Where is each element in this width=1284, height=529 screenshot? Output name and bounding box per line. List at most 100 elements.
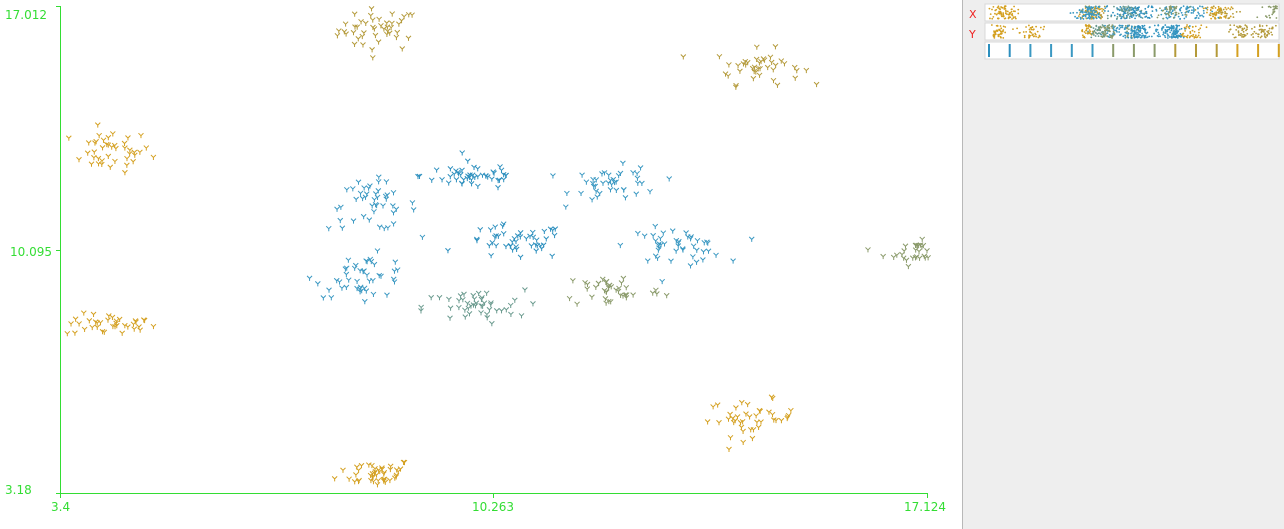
data-point — [493, 242, 499, 249]
data-point — [150, 154, 157, 160]
y-strip-dot — [1191, 26, 1194, 28]
x-strip-dot — [1089, 16, 1092, 19]
y-strip-dot — [1197, 28, 1200, 31]
data-point — [527, 233, 533, 239]
data-point — [500, 171, 507, 178]
y-strip-dot — [1086, 32, 1089, 34]
x-strip-dot — [1192, 7, 1195, 10]
x-strip-dot — [1088, 15, 1091, 18]
data-point — [653, 287, 659, 293]
x-strip-dot — [1183, 17, 1186, 20]
color-bar — [1112, 44, 1115, 57]
x-strip-dot — [1179, 17, 1182, 20]
data-point — [483, 290, 490, 296]
x-strip-dot — [1000, 6, 1002, 8]
data-point — [150, 323, 157, 330]
data-point — [375, 188, 382, 194]
y-strip-dot — [1098, 28, 1101, 31]
data-point — [488, 252, 494, 259]
data-point — [384, 31, 390, 38]
y-strip-dot — [1088, 29, 1091, 31]
y-strip-dot — [1022, 31, 1025, 33]
x-strip-dot — [1069, 12, 1072, 14]
x-strip-dot — [1185, 15, 1188, 18]
data-point — [326, 287, 332, 293]
data-point — [761, 57, 768, 63]
data-point — [603, 300, 609, 306]
y-strip-dot — [1237, 30, 1240, 33]
data-point — [370, 478, 377, 485]
x-strip-dot — [1148, 17, 1151, 20]
data-point — [781, 60, 788, 67]
y-strip-dot — [1000, 27, 1003, 30]
x-strip-dot — [1166, 12, 1169, 15]
y-strip-dot — [1089, 30, 1092, 33]
data-point — [622, 292, 629, 298]
x-strip-dot — [1127, 13, 1129, 15]
x-strip-dot — [1229, 15, 1232, 18]
data-point — [447, 305, 454, 311]
overview-canvas[interactable]: X Y — [963, 0, 1284, 70]
data-point — [493, 233, 499, 239]
y-strip-dot — [1109, 34, 1112, 37]
data-point — [362, 194, 369, 200]
data-point — [880, 253, 887, 260]
y-strip-dot — [1090, 26, 1093, 29]
data-point — [351, 41, 358, 48]
y-strip-dot — [999, 25, 1002, 27]
x-strip-dot — [1194, 17, 1197, 20]
data-point — [119, 330, 126, 336]
x-strip-dot — [1169, 5, 1172, 8]
scatter-plot-canvas[interactable]: 17.012 10.095 3.18 3.4 10.263 17.124 — [0, 0, 955, 529]
data-point — [353, 472, 359, 478]
data-point — [489, 239, 496, 246]
y-strip-dot — [1237, 31, 1240, 34]
y-strip-dot — [999, 35, 1002, 38]
x-strip-dot — [1128, 17, 1131, 19]
x-strip-dot — [1103, 5, 1106, 8]
x-strip-dot — [1003, 17, 1006, 20]
data-point — [335, 28, 342, 34]
data-point — [419, 234, 426, 240]
data-point — [770, 67, 777, 73]
data-point — [328, 294, 335, 301]
y-strip-dot — [1112, 34, 1115, 37]
data-point — [751, 64, 758, 70]
x-strip-dot — [1077, 15, 1080, 18]
x-strip-dot — [1120, 7, 1123, 9]
x-strip-dot — [1224, 10, 1226, 13]
y-strip-dot — [1136, 36, 1139, 39]
data-point — [383, 179, 390, 185]
data-point — [687, 263, 694, 269]
y-strip-dot — [1243, 27, 1246, 30]
data-point — [486, 242, 493, 249]
data-point — [770, 417, 777, 423]
data-point — [380, 471, 387, 477]
data-point — [360, 213, 367, 220]
data-point — [902, 243, 909, 249]
y-strip-dot — [1120, 24, 1122, 27]
x-strip-dot — [1100, 15, 1103, 18]
data-point — [484, 311, 490, 317]
y-strip-dot — [1193, 30, 1196, 33]
data-point — [121, 322, 128, 329]
data-point — [495, 177, 502, 184]
data-point — [365, 462, 372, 468]
cluster-color-strip[interactable] — [984, 41, 1280, 60]
x-strip-dot — [991, 8, 993, 11]
y-strip-dot — [1229, 28, 1232, 31]
y-strip-dot — [1102, 34, 1105, 37]
data-point — [393, 206, 400, 212]
x-strip-dot — [1136, 7, 1139, 10]
x-strip-dot — [1182, 5, 1185, 8]
x-strip-dot — [1079, 16, 1082, 19]
data-point — [354, 24, 361, 30]
y-strip-dot — [1180, 36, 1182, 38]
data-point — [396, 21, 402, 27]
x-strip-dot — [1175, 5, 1178, 8]
scatter-plot[interactable]: 17.012 10.095 3.18 3.4 10.263 17.124 — [0, 0, 955, 529]
x-strip-dot — [998, 7, 1000, 10]
data-point — [589, 294, 595, 300]
data-point — [714, 402, 721, 408]
y-strip-dot — [1266, 30, 1269, 33]
